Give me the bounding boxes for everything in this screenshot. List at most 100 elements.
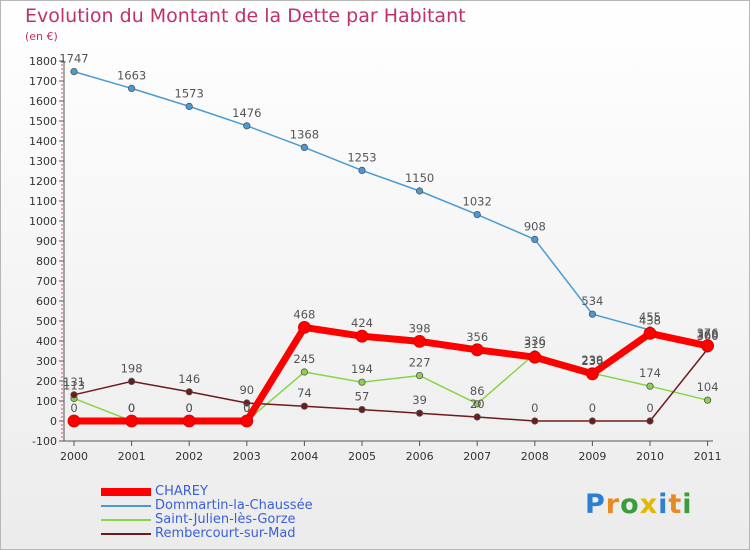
data-point	[67, 414, 81, 428]
data-point	[701, 339, 714, 353]
logo-letter: t	[668, 489, 683, 520]
legend-item: Dommartin-la-Chaussée	[101, 499, 313, 513]
logo-letter: P	[585, 489, 606, 520]
data-label: 455	[639, 310, 661, 324]
data-point	[415, 371, 424, 380]
data-label: 174	[639, 366, 661, 380]
y-tick-label: 400	[36, 335, 57, 348]
data-point	[182, 414, 196, 428]
data-label: 131	[63, 375, 85, 389]
y-tick-label: 500	[36, 315, 57, 328]
y-tick-label: 1700	[29, 75, 57, 88]
data-point	[355, 329, 369, 343]
axes: -100010020030040050060070080090010001100…	[29, 55, 722, 463]
y-tick-label: 1200	[29, 175, 57, 188]
data-label: 239	[581, 353, 603, 367]
y-tick-label: 700	[36, 275, 57, 288]
series-line	[73, 70, 708, 349]
logo-letter: r	[605, 489, 621, 520]
logo-letter: x	[639, 489, 659, 520]
data-point	[240, 414, 254, 428]
x-tick-label: 2005	[348, 450, 376, 463]
data-label: 227	[409, 356, 431, 370]
data-point	[470, 343, 484, 357]
data-point	[358, 166, 366, 174]
x-tick-label: 2008	[521, 450, 549, 463]
data-label: 1253	[347, 150, 376, 164]
x-tick-label: 2006	[406, 450, 434, 463]
y-tick-label: 900	[36, 235, 57, 248]
chart-subtitle: (en €)	[25, 30, 58, 43]
y-tick-label: 0	[50, 415, 57, 428]
y-tick-label: 1800	[29, 55, 57, 68]
data-point	[185, 388, 193, 396]
x-tick-label: 2007	[463, 450, 491, 463]
data-label: 319	[524, 337, 546, 351]
data-point	[531, 235, 539, 243]
data-label: 0	[186, 401, 193, 415]
x-tick-label: 2010	[636, 450, 664, 463]
logo-letter: i	[658, 489, 669, 520]
data-labels: 1747 1663 1573 1476 1368 1253 1150 1032 908 534 45…	[59, 52, 718, 415]
data-label: 1032	[463, 195, 492, 209]
data-label: 0	[243, 401, 250, 415]
data-point	[646, 382, 654, 390]
x-tick-label: 2002	[175, 450, 203, 463]
data-point	[703, 396, 712, 404]
data-label: 20	[470, 397, 485, 411]
data-point	[588, 417, 597, 425]
data-label: 376	[697, 326, 719, 340]
data-point	[300, 368, 308, 376]
data-point	[185, 102, 193, 111]
data-point	[70, 391, 78, 399]
data-label: 1663	[117, 68, 146, 82]
data-label: 336	[524, 334, 546, 348]
data-label: 194	[351, 362, 373, 376]
data-label: 424	[351, 316, 373, 330]
data-label: 74	[297, 386, 312, 400]
data-point	[528, 350, 542, 364]
legend-item: CHAREY	[101, 485, 313, 499]
legend: CHAREY Dommartin-la-Chaussée Saint-Julien-…	[101, 485, 313, 541]
x-tick-label: 2003	[233, 450, 261, 463]
data-label: 86	[470, 384, 485, 398]
data-label: 1150	[405, 171, 434, 185]
data-label: 0	[186, 401, 193, 415]
data-label: 39	[412, 393, 427, 407]
data-label: 104	[697, 380, 719, 394]
legend-item: Rembercourt-sur-Mad	[101, 527, 313, 541]
data-label: 198	[121, 361, 143, 375]
data-label: 1368	[290, 127, 319, 141]
data-label: 356	[466, 330, 488, 344]
legend-label: Dommartin-la-Chaussée	[155, 498, 313, 513]
y-tick-label: 1000	[29, 215, 57, 228]
y-tick-label: 1500	[29, 115, 57, 128]
y-tick-label: 1400	[29, 135, 57, 148]
data-label: 0	[531, 401, 538, 415]
data-point	[125, 414, 139, 428]
x-tick-label: 2011	[694, 450, 722, 463]
y-tick-label: 1300	[29, 155, 57, 168]
data-label: 438	[639, 313, 661, 327]
legend-swatch	[101, 505, 151, 507]
data-label: 0	[70, 401, 77, 415]
data-point	[243, 122, 251, 130]
x-tick-label: 2000	[60, 450, 88, 463]
data-point	[643, 326, 657, 340]
series-points	[67, 68, 714, 428]
data-label: 0	[128, 401, 135, 415]
data-label: 146	[178, 372, 200, 386]
legend-swatch	[101, 533, 151, 535]
y-tick-label: 800	[36, 255, 57, 268]
data-label: 1573	[175, 86, 204, 100]
series-line	[74, 323, 709, 425]
y-tick-label: 600	[36, 295, 57, 308]
series-line	[73, 348, 709, 422]
legend-swatch	[101, 519, 151, 521]
data-label: 236	[581, 354, 603, 368]
chart-title: Evolution du Montant de la Dette par Hab…	[25, 5, 466, 27]
legend-swatch	[101, 488, 151, 496]
data-point	[300, 402, 308, 410]
data-label: 245	[293, 352, 315, 366]
